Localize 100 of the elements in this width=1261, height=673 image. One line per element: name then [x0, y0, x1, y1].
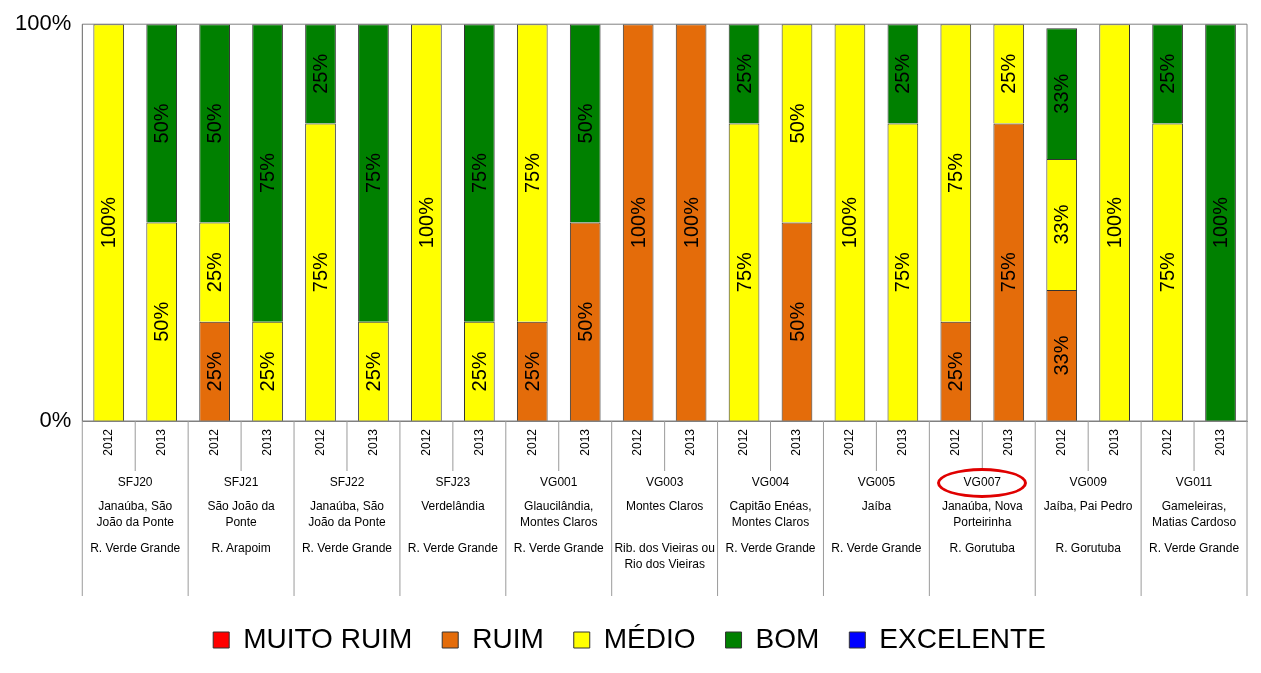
text: VG004 [751, 475, 790, 490]
x-tick-label: 2013 [365, 428, 380, 456]
data-label: 100% [679, 196, 702, 249]
data-label: 75% [732, 251, 755, 293]
text: R. Gorutuba [1055, 541, 1122, 556]
text: R. Verde Grande [513, 541, 605, 556]
data-label: 25% [256, 351, 279, 392]
x-tick-label: 2012 [736, 428, 751, 456]
legend-label: MUITO RUIM [243, 622, 413, 654]
text: R. Gorutuba [949, 541, 1016, 556]
x-tick-label: 2012 [1159, 428, 1174, 456]
x-tick-label: 2013 [153, 428, 168, 456]
text: Jaíba [861, 499, 892, 514]
data-label: 100% [414, 196, 437, 249]
data-label: 25% [997, 53, 1020, 94]
data-label: 50% [785, 301, 808, 342]
text: Montes Claros [625, 499, 704, 514]
data-label: 33% [1050, 335, 1073, 376]
text: Jaíba, Pai Pedro [1043, 499, 1133, 514]
text: Janaúba, São João da Ponte [96, 499, 175, 530]
text: VG011 [1175, 475, 1213, 490]
text: Verdelândia [421, 499, 485, 514]
data-label: 75% [467, 152, 490, 194]
data-label: 50% [785, 103, 808, 144]
text: São João da Ponte [207, 499, 276, 530]
data-label: 75% [520, 152, 543, 194]
data-label: 25% [944, 351, 967, 392]
x-tick-label: 2012 [524, 428, 539, 456]
x-tick-label: 2012 [206, 428, 221, 456]
data-label: 75% [361, 152, 384, 194]
data-label: 75% [891, 251, 914, 293]
text: Janaúba, São João da Ponte [308, 499, 386, 530]
x-tick-label: 2012 [842, 428, 857, 456]
data-label: 50% [150, 301, 173, 342]
x-tick-label: 2013 [1106, 428, 1121, 456]
text: SFJ22 [329, 475, 365, 490]
x-tick-label: 2013 [577, 428, 592, 456]
x-tick-label: 2013 [259, 428, 274, 456]
x-tick-label: 2013 [471, 428, 486, 456]
text: Capitão Enéas, Montes Claros [729, 499, 812, 530]
data-label: 100% [838, 196, 861, 249]
text: VG009 [1069, 475, 1108, 490]
data-label: 25% [203, 351, 226, 392]
x-tick-label: 2012 [1054, 428, 1069, 456]
x-tick-label: 2012 [418, 428, 433, 456]
data-label: 50% [573, 301, 596, 342]
data-label: 25% [361, 351, 384, 392]
text: VG005 [857, 475, 896, 490]
data-label: 100% [1209, 196, 1232, 249]
data-label: 50% [573, 103, 596, 144]
data-label: 75% [944, 152, 967, 194]
data-label: 100% [626, 196, 649, 249]
data-label: 25% [732, 53, 755, 94]
text: SFJ20 [117, 475, 153, 490]
legend-label: RUIM [472, 622, 544, 654]
y-tick-label: 0% [39, 407, 72, 433]
text: R. Verde Grande [90, 541, 181, 556]
x-tick-label: 2013 [683, 428, 698, 456]
data-label: 75% [997, 251, 1020, 293]
x-tick-label: 2013 [1212, 428, 1227, 456]
data-label: 25% [203, 251, 226, 293]
text: VG003 [645, 475, 684, 490]
text: R. Arapoim [211, 541, 271, 556]
legend-label: BOM [755, 622, 820, 654]
data-label: 50% [150, 103, 173, 144]
text: R. Verde Grande [301, 541, 393, 556]
x-tick-label: 2012 [101, 428, 116, 456]
data-label: 25% [520, 351, 543, 392]
legend-label: EXCELENTE [879, 622, 1046, 654]
data-label: 33% [1050, 204, 1073, 245]
data-label: 75% [256, 152, 279, 194]
text: R. Verde Grande [1149, 541, 1240, 556]
x-tick-label: 2013 [1001, 428, 1016, 456]
text: Glaucilândia, Montes Claros [520, 499, 598, 530]
data-label: 25% [891, 53, 914, 94]
x-tick-label: 2012 [312, 428, 327, 456]
text: Janaúba, Nova Porteirinha [941, 499, 1023, 530]
data-label: 100% [1103, 196, 1126, 249]
data-label: 25% [309, 53, 332, 94]
text: R. Verde Grande [725, 541, 816, 556]
text: VG007 [963, 475, 1002, 490]
x-tick-label: 2013 [895, 428, 910, 456]
text: SFJ23 [435, 475, 471, 490]
text: Rib. dos Vieiras ou Rio dos Vieiras [614, 541, 715, 572]
data-label: 100% [97, 196, 120, 249]
data-label: 75% [1156, 251, 1179, 293]
data-label: 50% [203, 103, 226, 144]
legend-label: MÉDIO [603, 622, 696, 654]
text: R. Verde Grande [407, 541, 499, 556]
data-label: 33% [1050, 73, 1073, 114]
text: SFJ21 [223, 475, 259, 490]
text: Gameleiras, Matias Cardoso [1152, 499, 1237, 530]
data-label: 25% [467, 351, 490, 392]
x-tick-label: 2013 [789, 428, 804, 456]
data-label: 25% [1156, 53, 1179, 94]
text: VG001 [540, 475, 578, 490]
text: R. Verde Grande [831, 541, 922, 556]
data-label: 75% [309, 251, 332, 293]
x-tick-label: 2012 [630, 428, 645, 456]
x-tick-label: 2012 [948, 428, 963, 456]
